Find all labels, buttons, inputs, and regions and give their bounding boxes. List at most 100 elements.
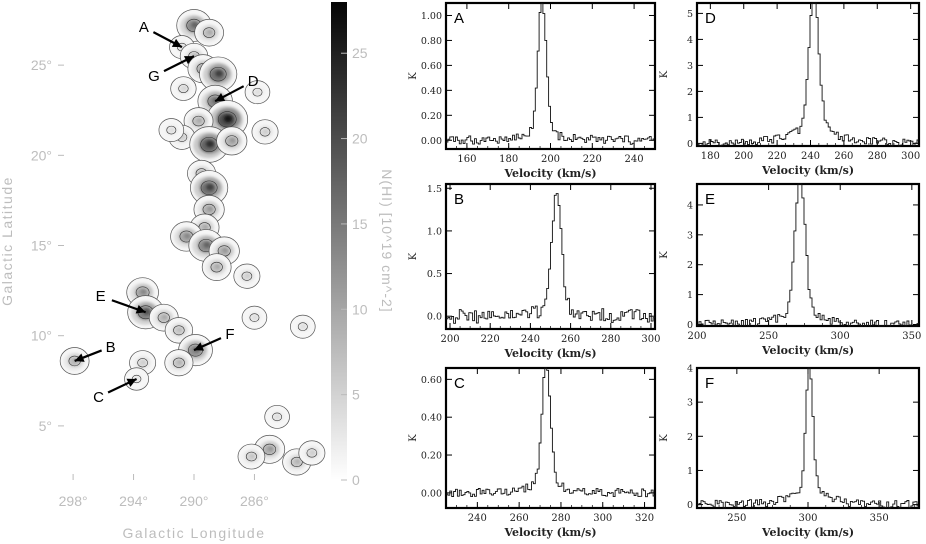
spectrum-panel-D: 180 200 220 240 260 280 300 0 1 2 3 4 5 D Velocity (km… — [659, 1, 920, 177]
spectrum-D-y-tick-label-0: 0 — [687, 139, 693, 150]
spectrum-D-y-tick-label-2: 2 — [687, 87, 693, 98]
spectrum-panel-label-F: F — [705, 375, 714, 392]
spectrum-panel-label-B: B — [454, 191, 464, 208]
hi-cloud-33 — [298, 440, 326, 466]
spectrum-A-x-tick-label-3: 220 — [583, 154, 602, 165]
spectrum-D-y-tick-label-1: 1 — [687, 113, 693, 124]
spectrum-C-x-tick-label-3: 300 — [593, 513, 612, 524]
hi-cloud-38 — [233, 263, 261, 289]
spectrum-D-y-tick-label-5: 5 — [687, 9, 693, 20]
map-x-axis-label: Galactic Longitude — [123, 525, 266, 541]
spectrum-panel-label-A: A — [454, 10, 464, 27]
spectrum-A-x-tick-label-4: 240 — [625, 154, 644, 165]
spectrum-D-x-tick-label-3: 240 — [801, 151, 820, 162]
spectrum-A-x-tick-label-2: 200 — [541, 154, 560, 165]
spectrum-F-x-axis-label: Velocity (km/s) — [761, 526, 854, 539]
spectrum-frame-F — [695, 366, 921, 510]
hi-cloud-35 — [290, 314, 316, 339]
hi-cloud-1 — [194, 18, 224, 47]
hi-emission-blobs — [59, 9, 326, 476]
spectrum-A-y-tick-label-2: 0.40 — [421, 86, 442, 97]
spectrum-E-x-tick-label-1: 250 — [759, 331, 778, 342]
hi-cloud-40 — [170, 76, 197, 101]
hi-cloud-14 — [190, 170, 229, 206]
hi-cloud-12 — [158, 118, 185, 142]
map-y-tick-label-0: 5° — [39, 418, 52, 434]
spectrum-frame-E — [695, 182, 921, 328]
hi-cloud-34 — [264, 404, 290, 429]
spectrum-D-line — [697, 2, 919, 147]
annotation-label-D: D — [248, 73, 259, 90]
hi-cloud-36 — [251, 119, 279, 145]
colorbar-tick-label-3: 15 — [352, 216, 368, 232]
spectrum-F-y-tick-label-4: 4 — [687, 364, 693, 375]
hi-cloud-26 — [164, 349, 194, 377]
colorbar: 0 5 10 15 20 25 N(HI) [10^19 cm^-2] — [331, 2, 395, 488]
spectrum-C-x-tick-label-4: 320 — [635, 513, 654, 524]
spectrum-B-x-tick-label-1: 220 — [481, 334, 500, 345]
spectrum-C-y-tick-label-3: 0.60 — [421, 375, 442, 386]
hi-cloud-11 — [216, 126, 248, 156]
spectrum-E-y-axis-label: K — [659, 251, 670, 259]
colorbar-tick-label-1: 5 — [352, 387, 360, 403]
spectrum-C-y-tick-label-0: 0.00 — [421, 488, 442, 499]
spectrum-C-x-axis-label: Velocity (km/s) — [503, 526, 596, 539]
spectrum-D-x-tick-label-2: 220 — [768, 151, 787, 162]
colorbar-label: N(HI) [10^19 cm^-2] — [379, 169, 395, 312]
colorbar-tick-label-5: 25 — [352, 45, 368, 61]
spectrum-B-x-tick-label-4: 280 — [601, 334, 620, 345]
annotation-label-E: E — [96, 288, 106, 305]
map-x-tick-label-3: 286° — [240, 493, 269, 509]
map-latitude-ticks: 5° 10° 15° 20° 25° — [31, 57, 64, 434]
annotation-label-C: C — [93, 389, 104, 406]
spectrum-D-x-axis-label: Velocity (km/s) — [761, 164, 854, 177]
spectrum-A-y-tick-label-4: 0.80 — [421, 36, 442, 47]
spectrum-B-y-axis-label: K — [408, 252, 419, 260]
spectrum-B-y-tick-label-3: 1.5 — [427, 184, 442, 195]
spectrum-panel-label-C: C — [454, 375, 465, 392]
spectrum-D-x-tick-label-4: 260 — [834, 151, 853, 162]
spectrum-F-y-tick-label-0: 0 — [687, 500, 693, 511]
spectrum-B-y-tick-label-0: 0.0 — [427, 312, 442, 323]
spectrum-C-y-axis-label: K — [408, 434, 419, 442]
spectrum-panel-F: 250 300 350 0 1 2 3 4 F Velocity (km/s) K — [659, 364, 921, 539]
annotation-G: G — [148, 55, 195, 85]
spectrum-A-x-axis-label: Velocity (km/s) — [503, 167, 596, 180]
spectrum-panel-label-D: D — [705, 10, 716, 27]
map-x-tick-label-1: 294° — [119, 493, 148, 509]
spectrum-E-y-tick-label-4: 4 — [687, 200, 693, 211]
colorbar-ticks: 0 5 10 15 20 25 — [341, 45, 368, 488]
annotation-D: D — [214, 73, 259, 103]
map-x-tick-label-2: 290° — [180, 493, 209, 509]
spectrum-F-y-tick-label-1: 1 — [687, 466, 693, 477]
spectrum-A-y-axis-label: K — [408, 72, 419, 80]
spectrum-B-x-tick-label-5: 300 — [641, 334, 660, 345]
spectrum-F-y-tick-label-2: 2 — [687, 432, 693, 443]
spectrum-A-y-tick-label-5: 1.00 — [421, 11, 442, 22]
colorbar-tick-label-0: 0 — [352, 472, 360, 488]
spectrum-D-y-tick-label-3: 3 — [687, 61, 693, 72]
spectrum-F-x-tick-label-1: 300 — [798, 513, 817, 524]
hi-cloud-20 — [201, 253, 232, 281]
annotation-E: E — [96, 288, 147, 314]
annotation-B: B — [74, 339, 116, 362]
spectrum-frame-A — [444, 1, 657, 151]
spectrum-E-y-tick-label-2: 2 — [687, 260, 693, 271]
spectrum-panel-A: 160 180 200 220 240 0.00 0.20 0.40 0.60 0.80 1.00 A… — [408, 1, 657, 180]
spectrum-B-y-tick-label-2: 1.0 — [427, 226, 442, 237]
spectrum-frame-C — [444, 366, 657, 510]
hi-cloud-39 — [241, 305, 268, 330]
annotation-label-A: A — [139, 19, 149, 36]
spectrum-E-y-tick-label-1: 1 — [687, 290, 693, 301]
spectrum-A-x-tick-label-0: 160 — [457, 154, 476, 165]
spectrum-panel-E: 200 250 300 350 0 1 2 3 4 E Velocity (km/s) K — [659, 182, 921, 357]
spectrum-F-y-axis-label: K — [659, 434, 670, 442]
map-y-tick-label-4: 25° — [31, 57, 52, 73]
spectrum-A-x-tick-label-1: 180 — [499, 154, 518, 165]
map-y-tick-label-3: 20° — [31, 147, 52, 163]
annotation-A: A — [139, 19, 183, 49]
spectrum-panel-label-E: E — [705, 191, 715, 208]
hi-cloud-5 — [199, 56, 238, 92]
